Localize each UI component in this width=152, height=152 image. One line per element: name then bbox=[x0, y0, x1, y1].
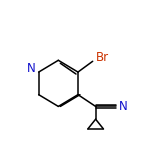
Text: N: N bbox=[119, 100, 128, 113]
Text: N: N bbox=[27, 62, 36, 75]
Text: Br: Br bbox=[96, 51, 109, 64]
